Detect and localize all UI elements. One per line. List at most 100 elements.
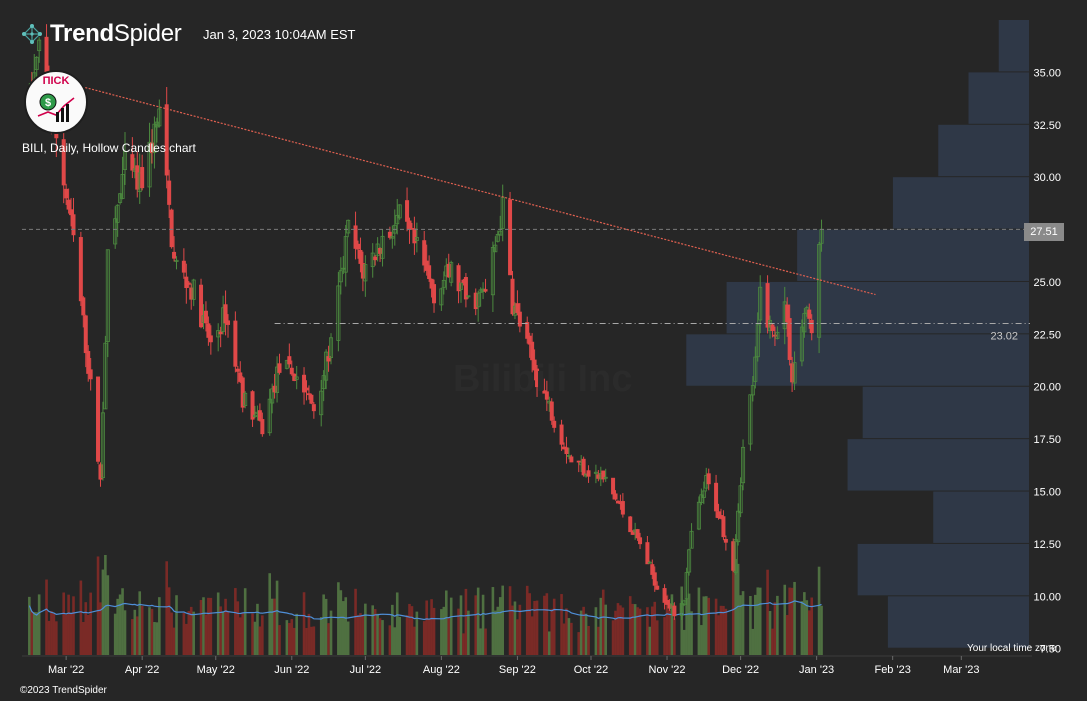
candle — [790, 356, 795, 392]
volume-bar — [393, 627, 397, 655]
candle — [493, 236, 498, 253]
avatar-emblem-icon: $ — [37, 93, 75, 122]
volume-bar — [410, 606, 414, 655]
candle-body — [270, 388, 275, 404]
y-tick-label: 15.00 — [1033, 487, 1061, 499]
candle-body — [83, 315, 88, 354]
candle-body — [581, 458, 586, 476]
x-tick-label: Nov '22 — [649, 664, 686, 676]
candle — [96, 376, 101, 465]
candle — [358, 237, 363, 273]
x-tick-label: Jun '22 — [274, 664, 309, 676]
candle-body — [353, 225, 358, 249]
candle — [689, 523, 694, 549]
candle — [113, 206, 118, 249]
volume-bar — [278, 625, 281, 655]
candle — [510, 270, 515, 316]
candle-body — [405, 200, 410, 222]
candle-body — [343, 236, 348, 273]
candle-body — [601, 470, 606, 480]
candle-body — [667, 603, 672, 609]
volume-bar — [96, 556, 100, 655]
volume-bar — [700, 625, 703, 655]
volume-profile-bar — [938, 124, 1029, 177]
candle-body — [206, 323, 211, 338]
candle-body — [662, 588, 667, 603]
volume-bar — [167, 587, 171, 655]
volume-bar — [687, 593, 691, 655]
volume-bar — [189, 606, 193, 655]
candle-body — [37, 39, 42, 52]
candle-body — [378, 247, 383, 254]
volume-bar — [633, 604, 637, 655]
y-tick-label: 10.00 — [1033, 591, 1061, 603]
volume-bar — [739, 595, 742, 655]
candle — [130, 137, 135, 179]
candle-body — [218, 331, 223, 335]
volume-profile-bar — [862, 386, 1029, 439]
candle — [167, 169, 172, 219]
timezone-label[interactable]: Your local time zone — [967, 643, 1057, 654]
volume-bar — [310, 626, 313, 655]
candle-body — [809, 319, 814, 334]
volume-bar — [106, 575, 110, 655]
candle — [552, 416, 557, 433]
volume-bar — [354, 588, 357, 655]
brand-name: TrendSpider — [50, 20, 182, 47]
volume-bar — [339, 590, 343, 655]
chart-overlays: 23.02 — [22, 78, 1030, 342]
candle-body — [495, 234, 500, 242]
volume-bar — [319, 617, 323, 655]
candle — [69, 198, 74, 227]
volume-bar — [668, 609, 671, 655]
candle-body — [753, 356, 758, 382]
volume-bar — [513, 601, 517, 655]
volume-bar — [221, 611, 225, 655]
volume-bar — [673, 618, 676, 655]
candle-body — [527, 335, 532, 345]
candle-body — [336, 285, 341, 341]
candle-body — [645, 542, 650, 565]
candle-body — [689, 530, 694, 549]
candle-body — [130, 154, 135, 171]
candle — [645, 536, 650, 565]
candle — [240, 376, 245, 413]
volume-bar — [356, 614, 360, 655]
candle — [701, 481, 706, 505]
volume-bar — [790, 587, 794, 655]
volume-bar — [302, 592, 306, 655]
candle-body — [615, 500, 620, 504]
candle-body — [284, 360, 289, 369]
volume-bar — [655, 620, 659, 655]
candle-body — [490, 247, 495, 296]
volume-bar — [783, 584, 787, 655]
volume-bar — [238, 617, 242, 655]
candle — [37, 37, 42, 63]
candle — [564, 436, 569, 464]
candle — [243, 391, 248, 409]
candle-body — [493, 244, 498, 253]
candle-body — [167, 180, 172, 205]
candle — [630, 530, 635, 535]
volume-bar — [62, 592, 65, 655]
candle-body — [682, 600, 687, 605]
candle-body — [566, 455, 571, 457]
candle — [738, 477, 743, 518]
candle — [569, 454, 574, 463]
volume-bar — [432, 607, 436, 655]
volume-profile-bar — [726, 281, 1029, 334]
volume-bar — [415, 611, 419, 655]
candle — [186, 280, 191, 288]
candle — [601, 470, 606, 483]
volume-bar — [648, 626, 652, 655]
candle — [378, 247, 383, 262]
candle — [216, 323, 221, 352]
chart-timestamp: Jan 3, 2023 10:04AM EST — [203, 27, 356, 42]
volume-bar — [187, 611, 191, 655]
volume-bar — [665, 594, 669, 655]
candle — [449, 260, 454, 287]
volume-bar — [113, 613, 117, 655]
candle-body — [696, 501, 701, 530]
candle — [100, 401, 105, 481]
